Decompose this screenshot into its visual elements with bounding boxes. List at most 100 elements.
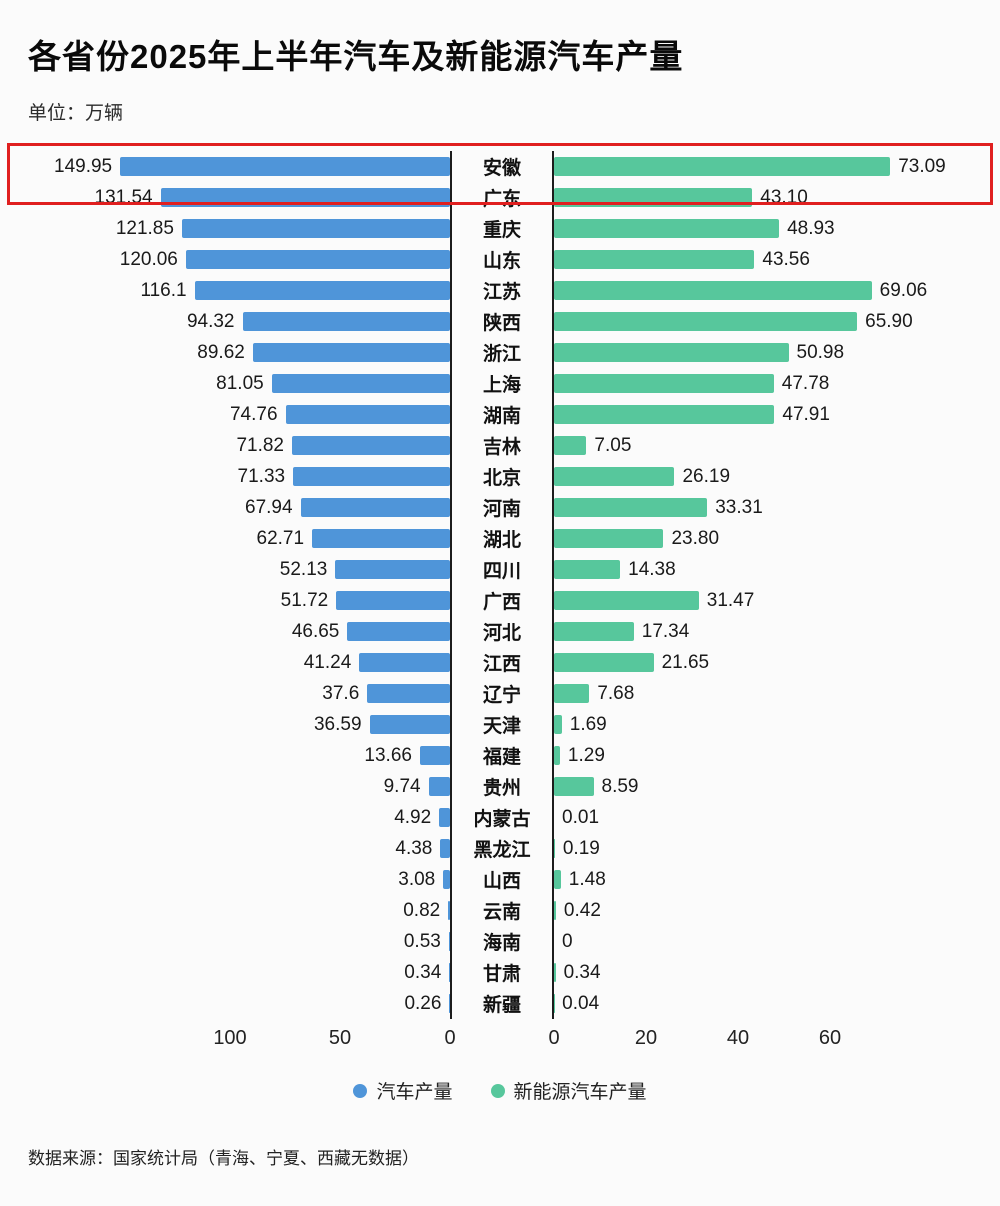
chart-row: 3.08 山西 1.48 — [20, 864, 980, 895]
province-label: 辽宁 — [450, 678, 554, 709]
nev-value-label: 47.78 — [781, 372, 830, 394]
province-label: 江苏 — [450, 275, 554, 306]
auto-cell: 0.34 — [20, 962, 450, 984]
auto-bar — [448, 932, 450, 951]
auto-cell: 37.6 — [20, 683, 450, 705]
nev-cell: 8.59 — [554, 776, 980, 798]
auto-cell: 9.74 — [20, 776, 450, 798]
nev-value-label: 26.19 — [682, 465, 731, 487]
nev-bar — [554, 312, 858, 331]
auto-bar — [194, 281, 450, 300]
auto-value-label: 94.32 — [186, 310, 235, 332]
chart-row: 51.72 广西 31.47 — [20, 585, 980, 616]
auto-cell: 71.33 — [20, 466, 450, 488]
nev-value-label: 21.65 — [661, 651, 710, 673]
chart-title: 各省份2025年上半年汽车及新能源汽车产量 — [28, 38, 684, 75]
nev-cell: 1.29 — [554, 745, 980, 767]
province-label: 湖北 — [450, 523, 554, 554]
nev-value-label: 43.56 — [762, 248, 810, 270]
nev-value-label: 47.91 — [782, 403, 830, 425]
province-label: 广东 — [450, 182, 554, 213]
auto-value-label: 120.06 — [119, 248, 178, 270]
auto-bar — [312, 529, 450, 548]
auto-value-label: 71.82 — [236, 434, 284, 456]
nev-bar — [554, 839, 555, 858]
nev-value-label: 73.09 — [898, 155, 946, 177]
auto-value-label: 41.24 — [303, 651, 352, 673]
auto-bar — [419, 746, 450, 765]
auto-bar — [347, 622, 450, 641]
auto-bar — [367, 684, 450, 703]
auto-value-label: 121.85 — [115, 217, 174, 239]
auto-bar — [359, 653, 450, 672]
province-label: 甘肃 — [450, 957, 554, 988]
nev-bar — [554, 684, 590, 703]
nev-bar — [554, 591, 699, 610]
nev-value-label: 0 — [562, 930, 573, 952]
auto-value-label: 4.92 — [394, 806, 432, 828]
nev-legend-label: 新能源汽车产量 — [513, 1082, 647, 1103]
nev-bar — [554, 250, 755, 269]
auto-cell: 0.53 — [20, 931, 450, 953]
chart-row: 120.06 山东 43.56 — [20, 244, 980, 275]
nev-cell: 1.48 — [554, 869, 980, 891]
chart-row: 116.1 江苏 69.06 — [20, 275, 980, 306]
auto-bar — [252, 343, 450, 362]
auto-bar — [439, 808, 450, 827]
nev-value-label: 50.98 — [796, 341, 845, 363]
nev-value-label: 0.01 — [562, 806, 600, 828]
auto-value-label: 131.54 — [94, 186, 153, 208]
chart-row: 81.05 上海 47.78 — [20, 368, 980, 399]
nev-bar — [554, 715, 562, 734]
nev-cell: 23.80 — [554, 528, 980, 550]
chart-row: 4.92 内蒙古 0.01 — [20, 802, 980, 833]
chart-row: 13.66 福建 1.29 — [20, 740, 980, 771]
nev-cell: 0.04 — [554, 993, 980, 1015]
chart-row: 71.33 北京 26.19 — [20, 461, 980, 492]
nev-cell: 26.19 — [554, 466, 980, 488]
nev-cell: 0 — [554, 931, 980, 953]
nev-cell: 17.34 — [554, 621, 980, 643]
auto-bar — [271, 374, 450, 393]
auto-value-label: 13.66 — [364, 744, 412, 766]
province-label: 云南 — [450, 895, 554, 926]
right-axis-tick: 0 — [548, 1027, 560, 1049]
auto-cell: 0.26 — [20, 993, 450, 1015]
left-axis-tick: 0 — [444, 1027, 456, 1049]
auto-cell: 52.13 — [20, 559, 450, 581]
auto-cell: 13.66 — [20, 745, 450, 767]
chart-row: 121.85 重庆 48.93 — [20, 213, 980, 244]
auto-value-label: 67.94 — [245, 496, 293, 518]
auto-cell: 74.76 — [20, 404, 450, 426]
nev-cell: 0.19 — [554, 838, 980, 860]
auto-bar — [449, 963, 450, 982]
nev-legend-dot — [490, 1083, 505, 1098]
nev-value-label: 1.48 — [568, 868, 606, 890]
right-axis-tick: 60 — [818, 1027, 842, 1049]
auto-cell: 0.82 — [20, 900, 450, 922]
province-label: 广西 — [450, 585, 554, 616]
chart-row: 0.53 海南 0 — [20, 926, 980, 957]
province-label: 海南 — [450, 926, 554, 957]
nev-value-label: 33.31 — [715, 496, 763, 518]
auto-value-label: 3.08 — [398, 868, 436, 890]
left-axis-tick: 100 — [213, 1027, 247, 1049]
auto-bar — [449, 994, 450, 1013]
nev-cell: 14.38 — [554, 559, 980, 581]
province-label: 江西 — [450, 647, 554, 678]
nev-bar — [554, 436, 587, 455]
auto-bar — [285, 405, 450, 424]
nev-cell: 50.98 — [554, 342, 980, 364]
nev-bar — [554, 622, 634, 641]
province-label: 四川 — [450, 554, 554, 585]
province-label: 北京 — [450, 461, 554, 492]
chart-row: 0.26 新疆 0.04 — [20, 988, 980, 1019]
province-label: 河北 — [450, 616, 554, 647]
chart-row: 149.95 安徽 73.09 — [20, 151, 980, 182]
nev-value-label: 7.05 — [594, 434, 632, 456]
chart-area: 149.95 安徽 73.09 131.54 广东 43.10 121.85 重庆 48.93 1… — [7, 143, 993, 1061]
auto-cell: 121.85 — [20, 218, 450, 240]
legend-item-auto: 汽车产量 — [353, 1077, 453, 1104]
auto-value-label: 62.71 — [256, 527, 305, 549]
